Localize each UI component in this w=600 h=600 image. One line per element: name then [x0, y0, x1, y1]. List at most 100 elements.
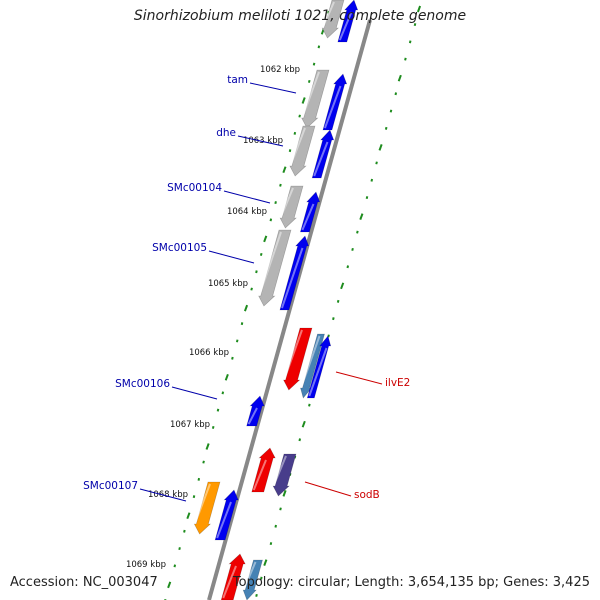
- gene-gray-arrow-highlight: [280, 187, 294, 217]
- gene-blue-arrow: [337, 0, 359, 43]
- gene-blue-arrow: [300, 191, 321, 233]
- genome-summary: Topology: circular; Length: 3,654,135 bp…: [232, 575, 590, 590]
- position-labels: 1062 kbp 1063 kbp 1064 kbp 1065 kbp 1066 kbp…: [126, 65, 300, 570]
- gene-gray-arrow: [321, 0, 345, 39]
- gene-blue-arrow: [306, 335, 332, 399]
- leader-line: [304, 481, 352, 497]
- tick-mark: [173, 564, 177, 568]
- tick-mark: [183, 529, 186, 533]
- kbp-label: 1063 kbp: [243, 136, 283, 146]
- tick-mark: [298, 438, 302, 442]
- gene-blue-arrow-highlight: [324, 85, 342, 129]
- gene-gray-arrow: [289, 125, 316, 177]
- gene-label[interactable]: SMc00104: [167, 182, 222, 194]
- tick-mark: [231, 356, 234, 360]
- tick-mark: [298, 114, 301, 118]
- tick-mark: [192, 495, 196, 499]
- gene-red-arrow-highlight: [252, 459, 267, 491]
- tick-mark: [221, 391, 225, 395]
- tick-mark: [197, 477, 201, 481]
- tick-mark: [255, 270, 258, 274]
- gene-gray-arrow: [258, 229, 292, 307]
- tick-mark: [301, 420, 306, 428]
- tick-mark: [178, 547, 181, 551]
- kbp-label: 1069 kbp: [126, 560, 166, 570]
- gene-steel-arrow-highlight: [300, 335, 321, 387]
- gene-label[interactable]: tam: [227, 74, 248, 86]
- gene-gray-arrow-highlight: [290, 127, 306, 165]
- tick-mark: [340, 282, 345, 290]
- gene-steel-arrow: [242, 559, 263, 600]
- tick-mark: [394, 92, 398, 96]
- tick-mark: [327, 10, 330, 14]
- tick-mark: [282, 490, 287, 497]
- tick-mark: [317, 45, 321, 49]
- kbp-label: 1062 kbp: [260, 65, 300, 75]
- gene-label[interactable]: ilvE2: [385, 377, 410, 389]
- gene-blue-arrow-highlight: [313, 141, 329, 177]
- gene-labels: tam dhe SMc00104 SMc00105 SMc00106 SMc00107 il…: [83, 74, 410, 502]
- tick-mark: [307, 79, 311, 83]
- gene-blue-arrow: [214, 489, 239, 541]
- gene-label[interactable]: sodB: [354, 489, 380, 501]
- gene-blue-arrow: [279, 235, 310, 311]
- gene-red-arrow-highlight: [283, 329, 303, 379]
- gene-label[interactable]: SMc00105: [152, 242, 207, 254]
- gene-gray-arrow-highlight: [258, 231, 282, 295]
- gene-steel-arrow: [300, 333, 325, 399]
- tick-mark: [370, 178, 374, 182]
- tick-mark: [327, 334, 330, 338]
- tick-mark: [240, 322, 244, 326]
- tick-mark: [301, 97, 306, 104]
- tick-mark: [312, 62, 316, 66]
- gene-purple-arrow: [272, 453, 297, 497]
- tick-mark: [288, 149, 292, 153]
- tick-mark: [308, 403, 311, 407]
- gene-steel-arrow-highlight: [243, 561, 257, 589]
- gene-label[interactable]: SMc00106: [115, 378, 170, 390]
- gene-purple-arrow-highlight: [273, 455, 287, 485]
- gene-gray-arrow-highlight: [322, 1, 335, 27]
- gene-red-arrow: [283, 327, 313, 391]
- tick-mark: [408, 40, 412, 44]
- kbp-label: 1067 kbp: [170, 420, 210, 430]
- tick-mark: [282, 166, 287, 174]
- gene-red-arrow-highlight: [222, 565, 237, 599]
- tick-mark: [397, 74, 402, 82]
- gene-blue-arrow-highlight: [216, 501, 232, 539]
- tick-mark: [216, 408, 220, 412]
- tick-mark: [279, 507, 282, 511]
- tick-mark: [332, 317, 335, 321]
- tick-mark: [378, 144, 383, 151]
- tick-mark: [255, 593, 258, 597]
- tick-mark: [359, 213, 364, 220]
- kbp-label: 1064 kbp: [227, 207, 267, 217]
- gene-orange-arrow: [193, 481, 221, 535]
- tick-mark: [413, 23, 417, 27]
- gene-label[interactable]: SMc00107: [83, 480, 138, 492]
- genome-title: Sinorhizobium meliloti 1021, complete ge…: [133, 8, 467, 24]
- tick-mark: [211, 425, 215, 429]
- tick-mark: [416, 5, 422, 13]
- leader-line: [139, 488, 187, 502]
- kbp-label: 1066 kbp: [189, 348, 229, 358]
- genome-backbone: [207, 19, 372, 600]
- tick-mark: [205, 443, 210, 450]
- tick-mark: [243, 304, 249, 312]
- tick-mark: [263, 235, 268, 243]
- tick-mark: [351, 247, 354, 251]
- tick-mark: [224, 373, 229, 381]
- tick-mark: [336, 299, 340, 303]
- tick-mark: [269, 542, 273, 546]
- gene-gray-arrow: [279, 185, 304, 229]
- gene-red-arrow: [251, 447, 276, 493]
- gene-label[interactable]: dhe: [216, 127, 236, 139]
- tick-mark: [404, 57, 407, 61]
- tick-mark: [259, 252, 263, 256]
- leader-line: [223, 190, 271, 204]
- tick-mark: [375, 161, 378, 165]
- tick-mark: [263, 559, 268, 566]
- tick-mark: [389, 109, 393, 113]
- tick-mark: [365, 196, 369, 200]
